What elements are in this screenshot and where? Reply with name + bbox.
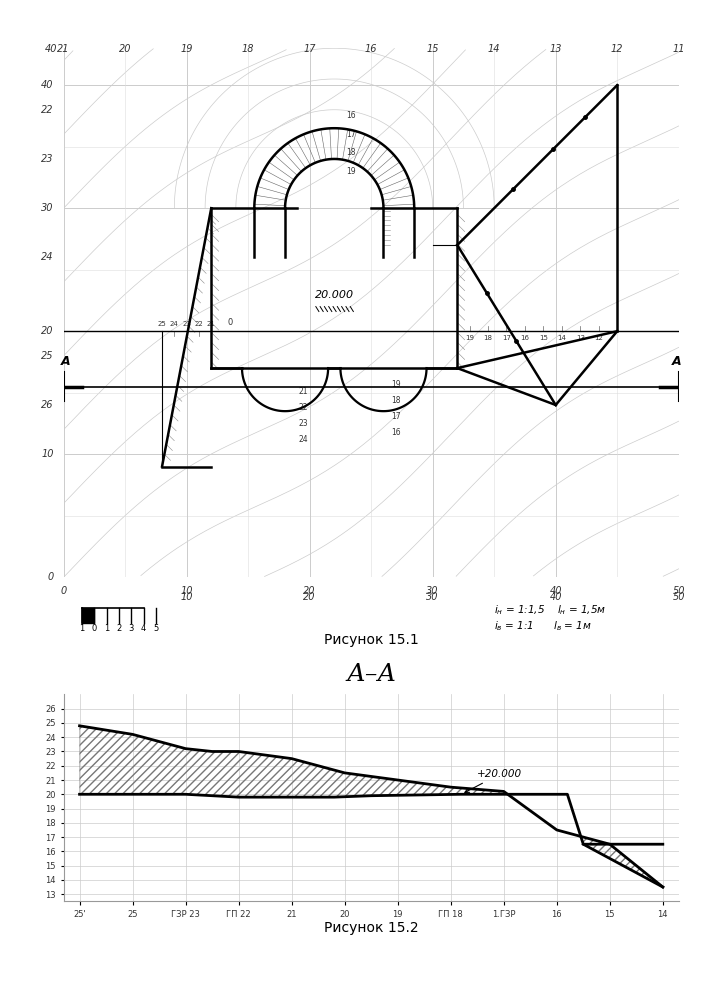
Text: 21: 21 bbox=[299, 386, 308, 396]
Text: 1: 1 bbox=[79, 624, 85, 633]
Text: 50: 50 bbox=[672, 592, 685, 602]
Text: 13: 13 bbox=[575, 335, 585, 341]
Text: 25: 25 bbox=[41, 351, 54, 361]
Text: 22: 22 bbox=[194, 321, 204, 327]
Text: 18: 18 bbox=[391, 396, 401, 406]
Text: 20: 20 bbox=[303, 592, 316, 602]
Text: 1: 1 bbox=[104, 624, 110, 633]
Text: 21: 21 bbox=[207, 321, 216, 327]
Text: 24: 24 bbox=[298, 434, 308, 443]
Text: 10: 10 bbox=[180, 586, 193, 596]
Text: 10: 10 bbox=[41, 449, 54, 459]
Text: +20.000: +20.000 bbox=[465, 769, 522, 792]
Text: 18: 18 bbox=[346, 149, 356, 158]
Text: 18: 18 bbox=[484, 335, 493, 341]
Text: 26: 26 bbox=[41, 400, 54, 410]
Text: 15: 15 bbox=[539, 335, 548, 341]
Text: 20: 20 bbox=[119, 44, 132, 54]
Text: 19: 19 bbox=[346, 166, 356, 175]
Text: 14: 14 bbox=[557, 335, 566, 341]
Text: 12: 12 bbox=[611, 44, 624, 54]
Text: 20: 20 bbox=[41, 326, 54, 336]
Text: 18: 18 bbox=[242, 44, 255, 54]
Text: 16: 16 bbox=[520, 335, 530, 341]
Text: 21: 21 bbox=[57, 44, 70, 54]
Text: 0: 0 bbox=[227, 318, 233, 327]
Text: A: A bbox=[62, 356, 71, 368]
Text: 11: 11 bbox=[672, 44, 685, 54]
Text: 20: 20 bbox=[303, 586, 316, 596]
Text: Рисунок 15.1: Рисунок 15.1 bbox=[324, 633, 419, 647]
Text: 10: 10 bbox=[180, 592, 193, 602]
Text: 0: 0 bbox=[61, 586, 66, 596]
Text: 50: 50 bbox=[672, 586, 685, 596]
Text: 17: 17 bbox=[303, 44, 316, 54]
Text: 17: 17 bbox=[502, 335, 511, 341]
Text: 22: 22 bbox=[41, 104, 54, 115]
Text: 40: 40 bbox=[549, 586, 562, 596]
Text: 24: 24 bbox=[170, 321, 179, 327]
Text: А–А: А–А bbox=[346, 663, 397, 687]
Text: 4: 4 bbox=[141, 624, 146, 633]
Text: 19: 19 bbox=[465, 335, 474, 341]
Text: 30: 30 bbox=[426, 592, 439, 602]
Text: $i_н$ = 1:1,5    $l_н$ = 1,5м: $i_н$ = 1:1,5 $l_н$ = 1,5м bbox=[494, 603, 607, 618]
Text: 17: 17 bbox=[391, 413, 401, 422]
Text: 23: 23 bbox=[298, 419, 308, 427]
Text: 40: 40 bbox=[45, 44, 57, 54]
Text: $i_в$ = 1:1      $l_в$ = 1м: $i_в$ = 1:1 $l_в$ = 1м bbox=[494, 620, 592, 633]
Text: 30: 30 bbox=[41, 203, 54, 213]
Text: 3: 3 bbox=[129, 624, 134, 633]
Text: 23: 23 bbox=[41, 154, 54, 164]
Text: 0: 0 bbox=[47, 572, 54, 582]
Text: Рисунок 15.2: Рисунок 15.2 bbox=[324, 921, 419, 935]
Text: 13: 13 bbox=[549, 44, 562, 54]
Text: 16: 16 bbox=[346, 111, 356, 120]
Text: 22: 22 bbox=[299, 403, 308, 412]
Text: 19: 19 bbox=[391, 380, 401, 389]
Text: 23: 23 bbox=[182, 321, 191, 327]
Text: 5: 5 bbox=[153, 624, 158, 633]
Text: 25: 25 bbox=[158, 321, 166, 327]
Text: 0: 0 bbox=[92, 624, 97, 633]
Text: 16: 16 bbox=[391, 428, 401, 437]
Text: 19: 19 bbox=[180, 44, 193, 54]
Text: 40: 40 bbox=[41, 80, 54, 91]
Text: 14: 14 bbox=[488, 44, 501, 54]
Text: 40: 40 bbox=[549, 592, 562, 602]
Text: 30: 30 bbox=[426, 586, 439, 596]
Text: 17: 17 bbox=[346, 130, 356, 139]
Text: 20.000: 20.000 bbox=[315, 291, 354, 300]
Text: 2: 2 bbox=[117, 624, 122, 633]
Text: 24: 24 bbox=[41, 252, 54, 262]
Text: 12: 12 bbox=[595, 335, 603, 341]
Text: 15: 15 bbox=[426, 44, 439, 54]
Text: 16: 16 bbox=[365, 44, 378, 54]
Text: A: A bbox=[672, 356, 681, 368]
